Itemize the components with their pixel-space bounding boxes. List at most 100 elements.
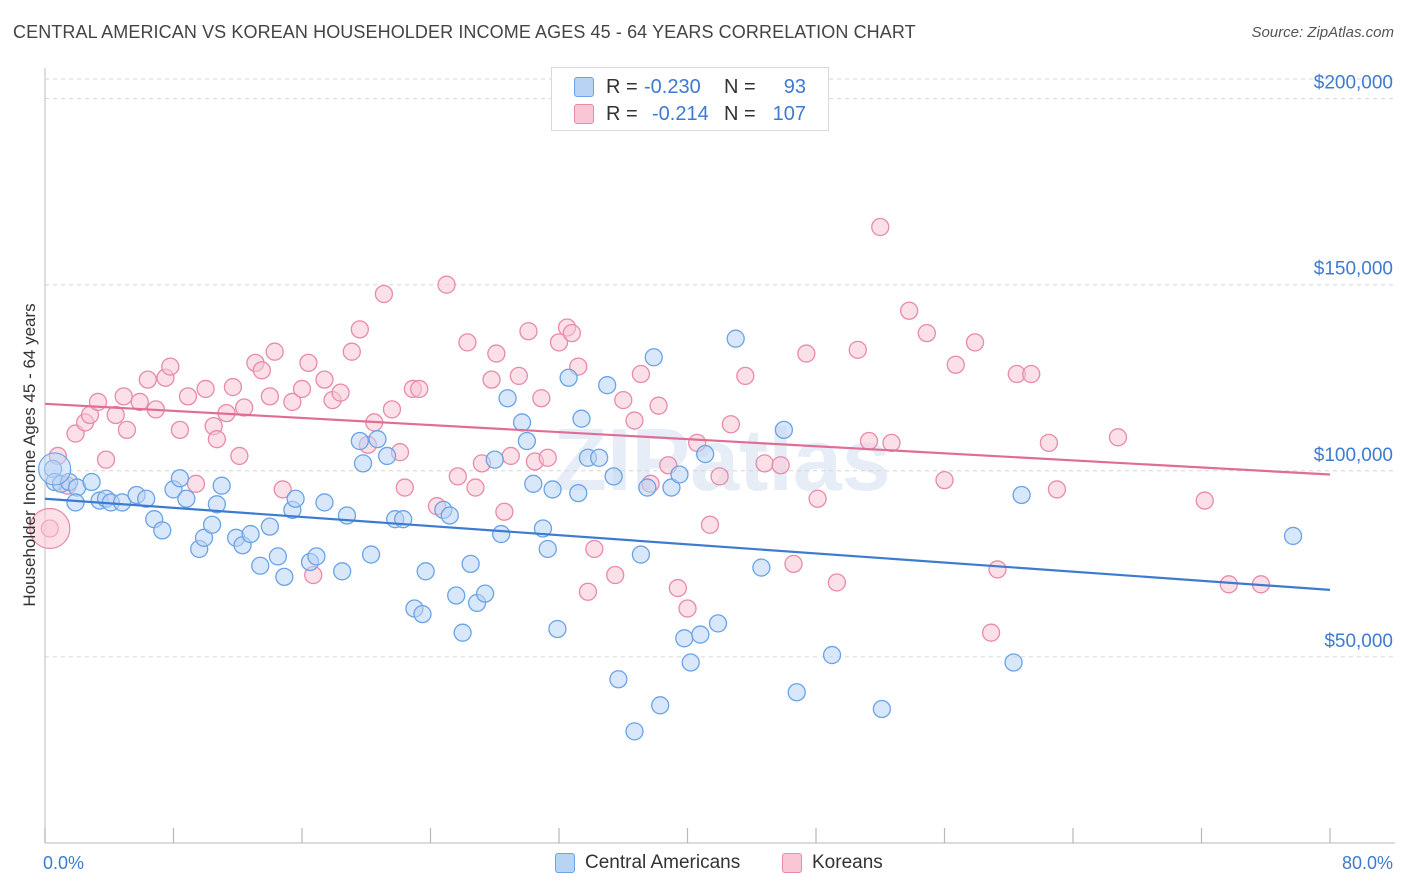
data-point [649, 396, 668, 415]
y-tick-label: $50,000 [1324, 631, 1393, 652]
data-point [458, 333, 477, 352]
data-point [559, 368, 578, 387]
data-point [822, 645, 842, 665]
data-point [114, 387, 133, 406]
data-point [848, 340, 867, 359]
data-point [235, 398, 254, 417]
data-point [917, 323, 936, 343]
data-point [410, 379, 429, 399]
data-point [681, 653, 700, 672]
legend-label: Central Americans [585, 852, 741, 873]
data-point [598, 376, 617, 395]
data-point [96, 450, 116, 469]
data-point [186, 474, 206, 493]
data-point [196, 379, 215, 399]
data-point [260, 517, 280, 536]
data-point [512, 413, 532, 432]
data-point [138, 370, 157, 389]
data-point [549, 333, 569, 352]
data-point [678, 599, 697, 618]
data-point [453, 623, 472, 642]
data-point [524, 474, 543, 493]
data-point [625, 411, 644, 430]
data-point [771, 456, 790, 475]
data-point [562, 323, 581, 343]
data-point [170, 420, 190, 440]
data-point [625, 722, 644, 741]
y-tick-labels: $50,000 $100,000 $150,000 $200,000 [1314, 73, 1393, 652]
data-point [509, 366, 528, 386]
data-point [466, 478, 485, 497]
data-point [495, 502, 514, 521]
n-value: 93 [783, 75, 806, 98]
data-point [784, 554, 803, 574]
x-tick-labels: 0.0% 80.0% [43, 853, 1393, 873]
legend-row-central-americans: R = -0.230 N = 93 [574, 74, 806, 100]
data-point [604, 467, 623, 486]
data-point [1283, 526, 1303, 546]
data-point [202, 515, 222, 534]
r-value: -0.214 [652, 102, 709, 125]
data-point [1108, 428, 1128, 447]
data-point [29, 507, 71, 550]
data-point [292, 379, 312, 399]
data-point [935, 470, 954, 490]
data-point [1022, 364, 1041, 384]
data-point [708, 614, 728, 633]
legend-swatch-blue [574, 77, 594, 97]
data-point [416, 562, 435, 581]
data-point [283, 392, 302, 412]
data-point [331, 383, 350, 402]
data-point [382, 400, 402, 419]
data-point [461, 554, 480, 574]
data-point [333, 562, 352, 581]
data-point [755, 454, 774, 473]
data-point [447, 586, 466, 605]
data-point [487, 344, 506, 363]
data-point [590, 448, 609, 467]
data-point [377, 446, 397, 466]
gridlines [45, 78, 1395, 658]
data-point [437, 275, 456, 294]
data-point [900, 301, 919, 320]
data-point [1219, 575, 1238, 594]
data-point [374, 284, 394, 304]
data-point [988, 560, 1007, 579]
source-label: Source: ZipAtlas.com [1251, 24, 1394, 41]
data-point [668, 578, 688, 598]
data-point [475, 584, 495, 603]
data-point [787, 683, 806, 702]
legend-item-central-americans[interactable]: Central Americans [555, 852, 740, 874]
data-point [501, 446, 520, 466]
data-point [315, 370, 334, 389]
data-point [670, 465, 689, 484]
data-point [241, 524, 260, 544]
data-point [178, 387, 198, 406]
data-point [1012, 485, 1031, 505]
data-point [808, 489, 827, 508]
legend-item-koreans[interactable]: Koreans [782, 852, 883, 874]
data-point [710, 467, 729, 486]
data-point [251, 556, 270, 575]
r-label: R = [606, 75, 638, 98]
data-point [395, 478, 414, 497]
data-point [137, 489, 156, 508]
data-point [161, 357, 180, 376]
data-point [538, 448, 557, 467]
data-point [273, 480, 292, 499]
data-point [631, 545, 651, 564]
data-point [543, 480, 562, 499]
y-tick-label: $200,000 [1314, 73, 1393, 94]
data-point [538, 539, 557, 559]
data-point [726, 329, 745, 348]
data-point [569, 483, 588, 503]
data-point [981, 623, 1001, 642]
data-point [614, 390, 633, 410]
trend-line-koreans [44, 402, 1331, 476]
data-point [268, 547, 288, 566]
y-tick-label: $150,000 [1314, 259, 1393, 280]
n-value: 107 [772, 102, 806, 125]
y-axis-label: Householder Income Ages 45 - 64 years [20, 303, 39, 606]
data-point [519, 322, 538, 341]
